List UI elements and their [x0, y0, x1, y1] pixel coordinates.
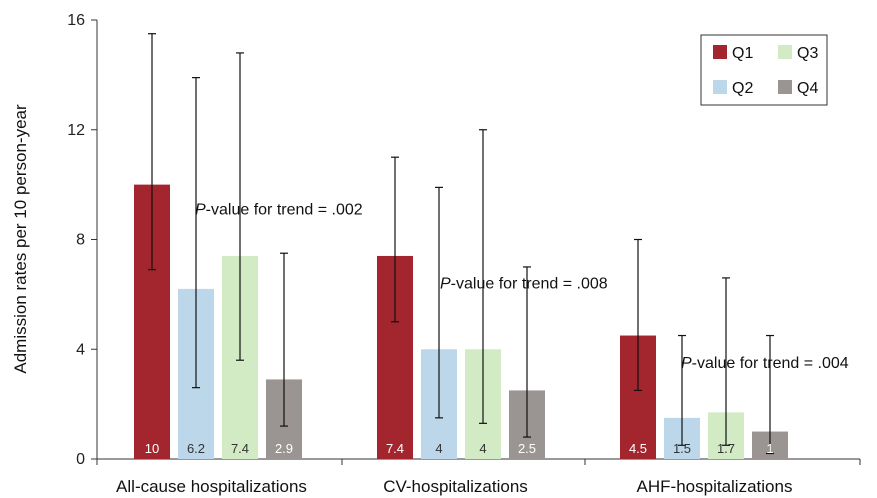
trend-p-symbol: P: [195, 201, 206, 218]
trend-annotation: P-value for trend = .002: [195, 201, 363, 218]
legend-label: Q3: [797, 45, 818, 62]
data-label: 2.5: [518, 441, 536, 456]
trend-text: -value for trend = .002: [206, 201, 363, 218]
data-label: 1: [766, 441, 773, 456]
error-bars: [148, 33, 774, 455]
trend-p-symbol: P: [681, 355, 692, 372]
bar-labels: 10 7.4 4.5 6.2 4 1.5 7.4 4 1.7 2.9 2.5 1: [145, 441, 774, 456]
y-axis-label: Admission rates per 10 person-year: [11, 104, 30, 374]
y-tick-label: 12: [67, 122, 85, 139]
y-tick-label: 4: [76, 341, 85, 358]
legend-swatch-q3: [778, 45, 792, 59]
x-category-label: AHF-hospitalizations: [637, 477, 793, 496]
data-label: 1.7: [717, 441, 735, 456]
legend: Q1 Q2 Q3 Q4: [700, 34, 828, 106]
data-label: 6.2: [187, 441, 205, 456]
data-label: 2.9: [275, 441, 293, 456]
data-label: 1.5: [673, 441, 691, 456]
data-label: 10: [145, 441, 159, 456]
legend-swatch-q1: [713, 45, 727, 59]
data-label: 4: [479, 441, 486, 456]
y-tick-label: 16: [67, 12, 85, 29]
legend-label: Q4: [797, 80, 818, 97]
x-category-label: All-cause hospitalizations: [116, 477, 307, 496]
y-tick-label: 8: [76, 232, 85, 249]
legend-swatch-q4: [778, 80, 792, 94]
bars: [134, 184, 788, 459]
trend-annotation: P-value for trend = .008: [440, 275, 608, 292]
trend-text: -value for trend = .004: [692, 355, 849, 372]
x-category-label: CV-hospitalizations: [383, 477, 528, 496]
data-label: 7.4: [386, 441, 404, 456]
data-label: 4.5: [629, 441, 647, 456]
trend-p-symbol: P: [440, 275, 451, 292]
trend-annotation: P-value for trend = .004: [681, 355, 849, 372]
data-label: 4: [435, 441, 442, 456]
y-tick-label: 0: [76, 451, 85, 468]
axes: 0 4 8 12 16 All-cause hospitalizations CV-hosp…: [67, 12, 861, 496]
data-label: 7.4: [231, 441, 249, 456]
legend-label: Q1: [732, 45, 753, 62]
trend-text: -value for trend = .008: [451, 275, 608, 292]
legend-label: Q2: [732, 80, 753, 97]
legend-swatch-q2: [713, 80, 727, 94]
